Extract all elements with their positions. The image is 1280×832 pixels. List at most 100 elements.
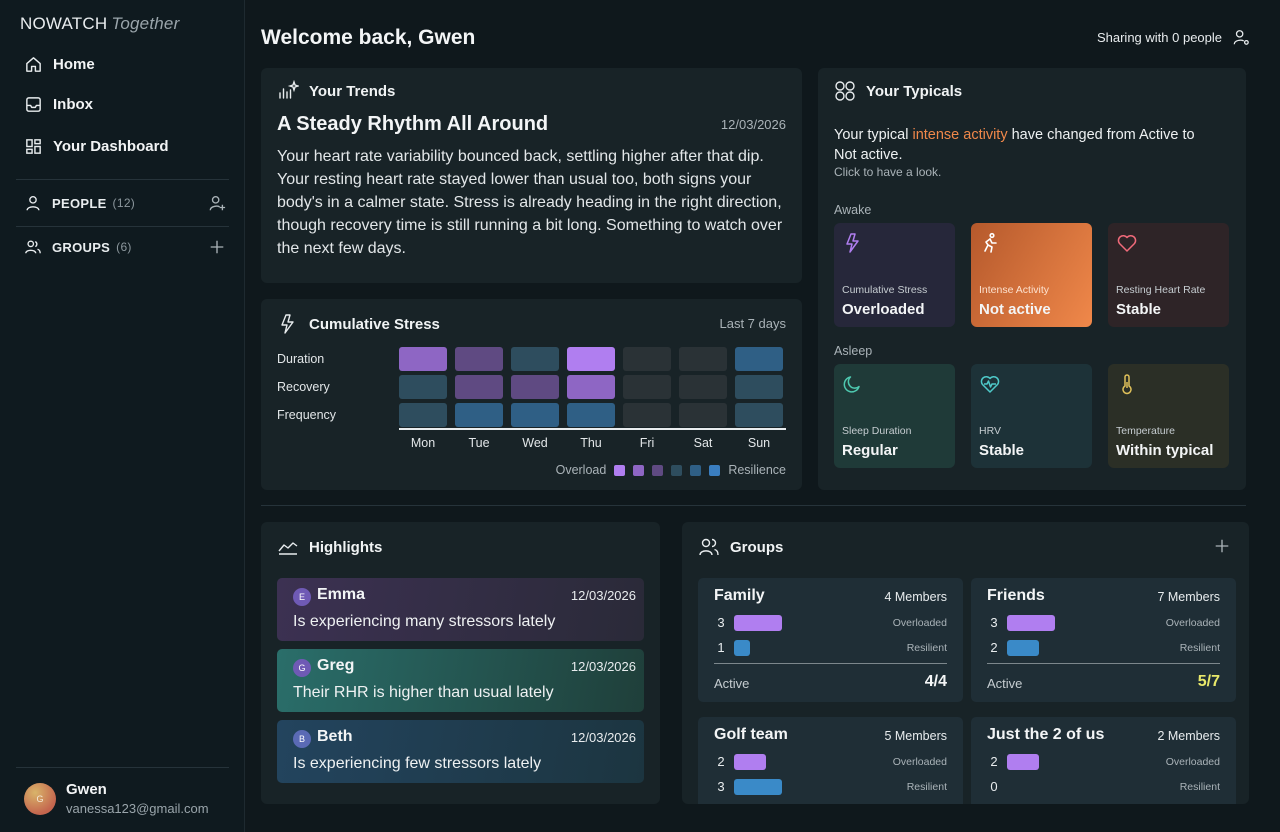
tile-caption: Cumulative Stress [842, 284, 928, 296]
overloaded-count: 2 [717, 754, 725, 769]
sharing-status[interactable]: Sharing with 0 people [1097, 28, 1250, 46]
typicals-heading: Your Typicals [866, 82, 963, 100]
four-circles-icon [835, 81, 855, 101]
heatmap-axis [399, 428, 786, 430]
group-card[interactable]: Family 4 Members 3 Overloaded 1 Resilient Acti… [698, 578, 963, 702]
group-divider [714, 663, 947, 664]
highlights-header: Highlights [277, 536, 382, 558]
heatmap-cell[interactable] [735, 403, 783, 427]
tile-resting-heart-rate[interactable]: Resting Heart Rate Stable [1108, 223, 1229, 327]
trends-heading: Your Trends [309, 82, 396, 100]
heatmap-cell[interactable] [679, 347, 727, 371]
tile-value: Not active [979, 301, 1051, 318]
active-ratio: 4/4 [924, 673, 947, 690]
typicals-header: Your Typicals [834, 80, 962, 102]
lightning-icon [281, 314, 294, 334]
tile-cumulative-stress[interactable]: Cumulative Stress Overloaded [834, 223, 955, 327]
nav-label: Inbox [53, 96, 93, 113]
groups-icon [25, 240, 41, 254]
heatmap-day-label: Tue [468, 436, 490, 450]
tile-value: Regular [842, 442, 898, 459]
group-members: 4 Members [884, 590, 947, 604]
heatmap-day-label: Sun [747, 436, 771, 450]
typicals-message[interactable]: Your typical intense activity have chang… [834, 125, 1214, 165]
stress-header: Cumulative Stress [277, 313, 440, 335]
brand-name: NOWATCH [20, 14, 108, 33]
section-count: (12) [112, 196, 136, 210]
awake-label: Awake [834, 203, 872, 217]
heatmap-cell[interactable] [623, 403, 671, 427]
heatmap-cell[interactable] [511, 347, 559, 371]
nav-label: Home [53, 56, 95, 73]
overloaded-bar [1007, 615, 1055, 631]
highlights-card: Highlights E Emma 12/03/2026 Is experien… [261, 522, 660, 804]
stress-heading: Cumulative Stress [309, 315, 440, 333]
heatmap-cell[interactable] [455, 347, 503, 371]
heatmap-cell[interactable] [623, 375, 671, 399]
heatmap-cell[interactable] [679, 403, 727, 427]
group-card[interactable]: Just the 2 of us 2 Members 2 Overloaded 0 Res… [971, 717, 1236, 804]
heatmap-cell[interactable] [679, 375, 727, 399]
msg-text: Your typical [834, 127, 913, 143]
active-label: Active [987, 676, 1023, 691]
section-label: PEOPLE [52, 195, 107, 211]
sharing-label: Sharing with 0 people [1096, 29, 1222, 45]
heatmap-cell[interactable] [511, 375, 559, 399]
heatmap-cell[interactable] [735, 347, 783, 371]
highlight-text: Their RHR is higher than usual lately [293, 684, 554, 701]
trends-card[interactable]: Your Trends A Steady Rhythm All Around 1… [261, 68, 802, 283]
tile-sleep-duration[interactable]: Sleep Duration Regular [834, 364, 955, 468]
add-group-icon[interactable] [1213, 537, 1231, 555]
heatmap-cell[interactable] [455, 375, 503, 399]
heatmap-cell[interactable] [455, 403, 503, 427]
highlight-name: Emma [317, 586, 366, 603]
group-members: 7 Members [1157, 590, 1220, 604]
heatmap-day-label: Mon [410, 436, 436, 450]
groups-heading: Groups [730, 538, 784, 556]
legend-swatch [614, 464, 626, 476]
groups-card: Groups Family 4 Members 3 Overloaded 1 Resili… [682, 522, 1249, 804]
add-person-icon[interactable] [208, 194, 226, 212]
sidebar-section-people[interactable]: PEOPLE (12) [24, 194, 226, 212]
cumulative-stress-card[interactable]: Cumulative Stress Last 7 days Duration Re… [261, 299, 802, 490]
asleep-label: Asleep [834, 344, 873, 358]
tile-intense-activity[interactable]: Intense Activity Not active [971, 223, 1092, 327]
highlight-item[interactable]: B Beth 12/03/2026 Is experiencing few st… [277, 720, 644, 783]
legend-swatch [633, 464, 645, 476]
tile-temperature[interactable]: Temperature Within typical [1108, 364, 1229, 468]
overloaded-label: Overloaded [1165, 756, 1220, 768]
highlight-item[interactable]: E Emma 12/03/2026 Is experiencing many s… [277, 578, 644, 641]
heatmap-cell[interactable] [567, 347, 615, 371]
add-icon[interactable] [208, 238, 226, 256]
trends-title: A Steady Rhythm All Around [277, 113, 549, 135]
tile-hrv[interactable]: HRV Stable [971, 364, 1092, 468]
nav-inbox[interactable]: Inbox [24, 95, 93, 114]
sidebar-section-groups[interactable]: GROUPS (6) [24, 238, 226, 256]
highlight-date: 12/03/2026 [570, 659, 636, 674]
legend-swatch [709, 464, 721, 476]
tile-value: Stable [1116, 301, 1162, 318]
heatmap-cell[interactable] [399, 403, 447, 427]
heatmap-cell[interactable] [567, 403, 615, 427]
heatmap-cell[interactable] [567, 375, 615, 399]
group-name: Just the 2 of us [987, 726, 1105, 743]
section-count: (6) [116, 240, 132, 254]
trends-header: Your Trends [277, 80, 395, 102]
user-profile[interactable]: G Gwen vanessa123@gmail.com [24, 781, 209, 816]
highlight-item[interactable]: G Greg 12/03/2026 Their RHR is higher th… [277, 649, 644, 712]
overloaded-bar [734, 754, 766, 770]
heatmap-cell[interactable] [399, 375, 447, 399]
brand-logo[interactable]: NOWATCH Together [20, 14, 179, 34]
heatmap-cell[interactable] [511, 403, 559, 427]
heatmap-cell[interactable] [623, 347, 671, 371]
group-name: Friends [987, 587, 1045, 604]
nav-home[interactable]: Home [24, 55, 95, 74]
group-members: 2 Members [1157, 729, 1220, 743]
nav-dashboard[interactable]: Your Dashboard [24, 137, 169, 156]
heatmap-cell[interactable] [399, 347, 447, 371]
heatmap-day-label: Wed [522, 436, 548, 450]
heatmap-cell[interactable] [735, 375, 783, 399]
group-members: 5 Members [884, 729, 947, 743]
group-card[interactable]: Friends 7 Members 3 Overloaded 2 Resilient Act… [971, 578, 1236, 702]
group-card[interactable]: Golf team 5 Members 2 Overloaded 3 Resilient [698, 717, 963, 804]
